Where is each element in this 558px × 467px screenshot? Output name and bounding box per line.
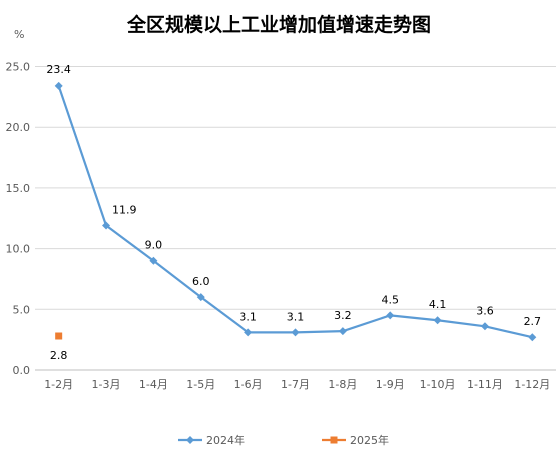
axes: % 0.0 5.0 10.0 15.0 20.0 25.0 1-2月 1-3月 1-4月 1-5月…	[6, 28, 551, 391]
data-point-marker	[480, 322, 489, 331]
data-point-marker	[433, 316, 442, 325]
data-label: 6.0	[192, 275, 210, 288]
data-label: 23.4	[46, 63, 71, 76]
y-tick-label: 25.0	[6, 61, 31, 74]
x-tick-label: 1-6月	[234, 378, 263, 391]
data-label: 9.0	[145, 239, 163, 252]
legend: 2024年 2025年	[178, 433, 389, 447]
x-tick-label: 1-2月	[44, 378, 73, 391]
data-point-marker	[55, 332, 63, 340]
data-point-marker	[528, 333, 537, 342]
legend-marker	[330, 436, 338, 444]
data-point-marker	[386, 311, 395, 320]
x-tick-label: 1-4月	[139, 378, 168, 391]
y-tick-label: 10.0	[6, 243, 31, 256]
x-tick-label: 1-3月	[92, 378, 121, 391]
x-tick-label: 1-7月	[281, 378, 310, 391]
data-label: 3.2	[334, 309, 352, 322]
data-point-marker	[149, 256, 158, 265]
data-label: 3.1	[287, 310, 305, 323]
y-tick-label: 0.0	[13, 364, 31, 377]
data-point-marker	[338, 327, 347, 336]
y-tick-label: 5.0	[13, 303, 31, 316]
y-tick-label: 15.0	[6, 182, 31, 195]
data-label: 2.8	[50, 349, 68, 362]
data-label: 3.6	[476, 304, 494, 317]
legend-label: 2024年	[206, 433, 245, 447]
y-tick-label: 20.0	[6, 121, 31, 134]
data-label: 4.5	[381, 293, 399, 306]
data-point-marker	[196, 293, 205, 302]
data-point-marker	[291, 328, 300, 337]
data-label: 11.9	[112, 204, 137, 217]
x-tick-label: 1-11月	[467, 378, 503, 391]
chart-title: 全区规模以上工业增加值增速走势图	[126, 14, 431, 36]
y-axis-unit-label: %	[14, 28, 24, 41]
legend-marker	[186, 436, 194, 444]
data-point-marker	[244, 328, 253, 337]
series-layer	[54, 81, 537, 342]
legend-label: 2025年	[350, 433, 389, 447]
data-point-marker	[102, 221, 111, 230]
x-tick-label: 1-5月	[186, 378, 215, 391]
data-label: 3.1	[239, 310, 257, 323]
gridlines	[35, 66, 556, 371]
data-label: 2.7	[524, 315, 542, 328]
x-tick-label: 1-9月	[376, 378, 405, 391]
x-tick-label: 1-10月	[420, 378, 456, 391]
data-point-marker	[54, 81, 63, 90]
data-label: 4.1	[429, 298, 447, 311]
data-labels: 23.4 11.9 9.0 6.0 3.1 3.1 3.2 4.5 4.1 3.6 2.7 2.8	[46, 63, 541, 362]
x-tick-label: 1-12月	[514, 378, 550, 391]
x-tick-label: 1-8月	[328, 378, 357, 391]
